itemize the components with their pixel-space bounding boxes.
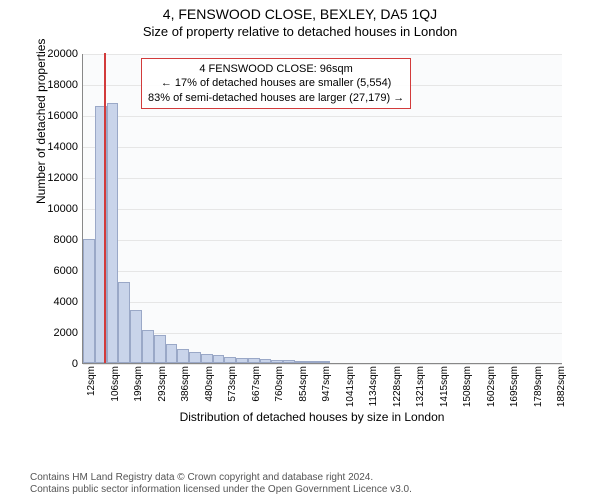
- histogram-bar: [166, 344, 178, 363]
- histogram-bar: [83, 239, 95, 363]
- annotation-box: 4 FENSWOOD CLOSE: 96sqm← 17% of detached…: [141, 58, 411, 109]
- xtick-label: 1602sqm: [486, 366, 497, 416]
- annot-line1: 4 FENSWOOD CLOSE: 96sqm: [148, 62, 404, 76]
- xtick-label: 947sqm: [321, 366, 332, 416]
- chart-container: Number of detached properties 4 FENSWOOD…: [52, 44, 572, 414]
- gridline: [83, 302, 562, 303]
- footer-line1: Contains HM Land Registry data © Crown c…: [30, 472, 412, 484]
- xtick-label: 573sqm: [227, 366, 238, 416]
- gridline: [83, 364, 562, 365]
- ytick-label: 20000: [38, 48, 78, 60]
- xtick-label: 1041sqm: [345, 366, 356, 416]
- histogram-bar: [142, 330, 154, 363]
- gridline: [83, 147, 562, 148]
- gridline: [83, 54, 562, 55]
- ytick-label: 16000: [38, 110, 78, 122]
- ytick-label: 0: [38, 358, 78, 370]
- ytick-label: 2000: [38, 327, 78, 339]
- xtick-label: 1789sqm: [533, 366, 544, 416]
- xtick-label: 293sqm: [157, 366, 168, 416]
- histogram-bar: [177, 349, 189, 363]
- xtick-label: 386sqm: [180, 366, 191, 416]
- histogram-bar: [271, 360, 283, 363]
- xtick-label: 1882sqm: [556, 366, 567, 416]
- xtick-label: 667sqm: [251, 366, 262, 416]
- xtick-label: 1415sqm: [439, 366, 450, 416]
- histogram-bar: [283, 360, 295, 363]
- histogram-bar: [213, 355, 225, 363]
- xtick-label: 12sqm: [86, 366, 97, 416]
- ytick-label: 8000: [38, 234, 78, 246]
- xtick-label: 1321sqm: [415, 366, 426, 416]
- histogram-bar: [107, 103, 119, 363]
- xtick-label: 199sqm: [133, 366, 144, 416]
- xtick-label: 106sqm: [110, 366, 121, 416]
- xtick-label: 1134sqm: [368, 366, 379, 416]
- annot-line3: 83% of semi-detached houses are larger (…: [148, 91, 404, 105]
- histogram-bar: [201, 354, 213, 363]
- chart-title: 4, FENSWOOD CLOSE, BEXLEY, DA5 1QJ: [0, 0, 600, 22]
- histogram-bar: [295, 361, 307, 363]
- xtick-label: 1695sqm: [509, 366, 520, 416]
- histogram-bar: [154, 335, 166, 363]
- histogram-bar: [118, 282, 130, 363]
- xtick-label: 760sqm: [274, 366, 285, 416]
- property-marker-line: [104, 53, 106, 363]
- ytick-label: 4000: [38, 296, 78, 308]
- ytick-label: 18000: [38, 79, 78, 91]
- gridline: [83, 209, 562, 210]
- ytick-label: 12000: [38, 172, 78, 184]
- gridline: [83, 240, 562, 241]
- histogram-bar: [130, 310, 142, 363]
- gridline: [83, 271, 562, 272]
- xtick-label: 480sqm: [204, 366, 215, 416]
- xtick-label: 854sqm: [298, 366, 309, 416]
- ytick-label: 6000: [38, 265, 78, 277]
- x-axis-title: Distribution of detached houses by size …: [52, 410, 572, 474]
- gridline: [83, 333, 562, 334]
- histogram-bar: [189, 352, 201, 363]
- histogram-bar: [318, 361, 330, 363]
- xtick-label: 1508sqm: [462, 366, 473, 416]
- gridline: [83, 116, 562, 117]
- plot-area: 4 FENSWOOD CLOSE: 96sqm← 17% of detached…: [82, 54, 562, 364]
- chart-subtitle: Size of property relative to detached ho…: [0, 22, 600, 39]
- histogram-bar: [236, 358, 248, 363]
- histogram-bar: [260, 359, 272, 363]
- gridline: [83, 178, 562, 179]
- xtick-label: 1228sqm: [392, 366, 403, 416]
- footer-attribution: Contains HM Land Registry data © Crown c…: [30, 472, 412, 496]
- footer-line2: Contains public sector information licen…: [30, 484, 412, 496]
- annot-line2: ← 17% of detached houses are smaller (5,…: [148, 76, 404, 90]
- ytick-label: 14000: [38, 141, 78, 153]
- histogram-bar: [224, 357, 236, 363]
- histogram-bar: [248, 358, 260, 363]
- histogram-bar: [307, 361, 319, 363]
- ytick-label: 10000: [38, 203, 78, 215]
